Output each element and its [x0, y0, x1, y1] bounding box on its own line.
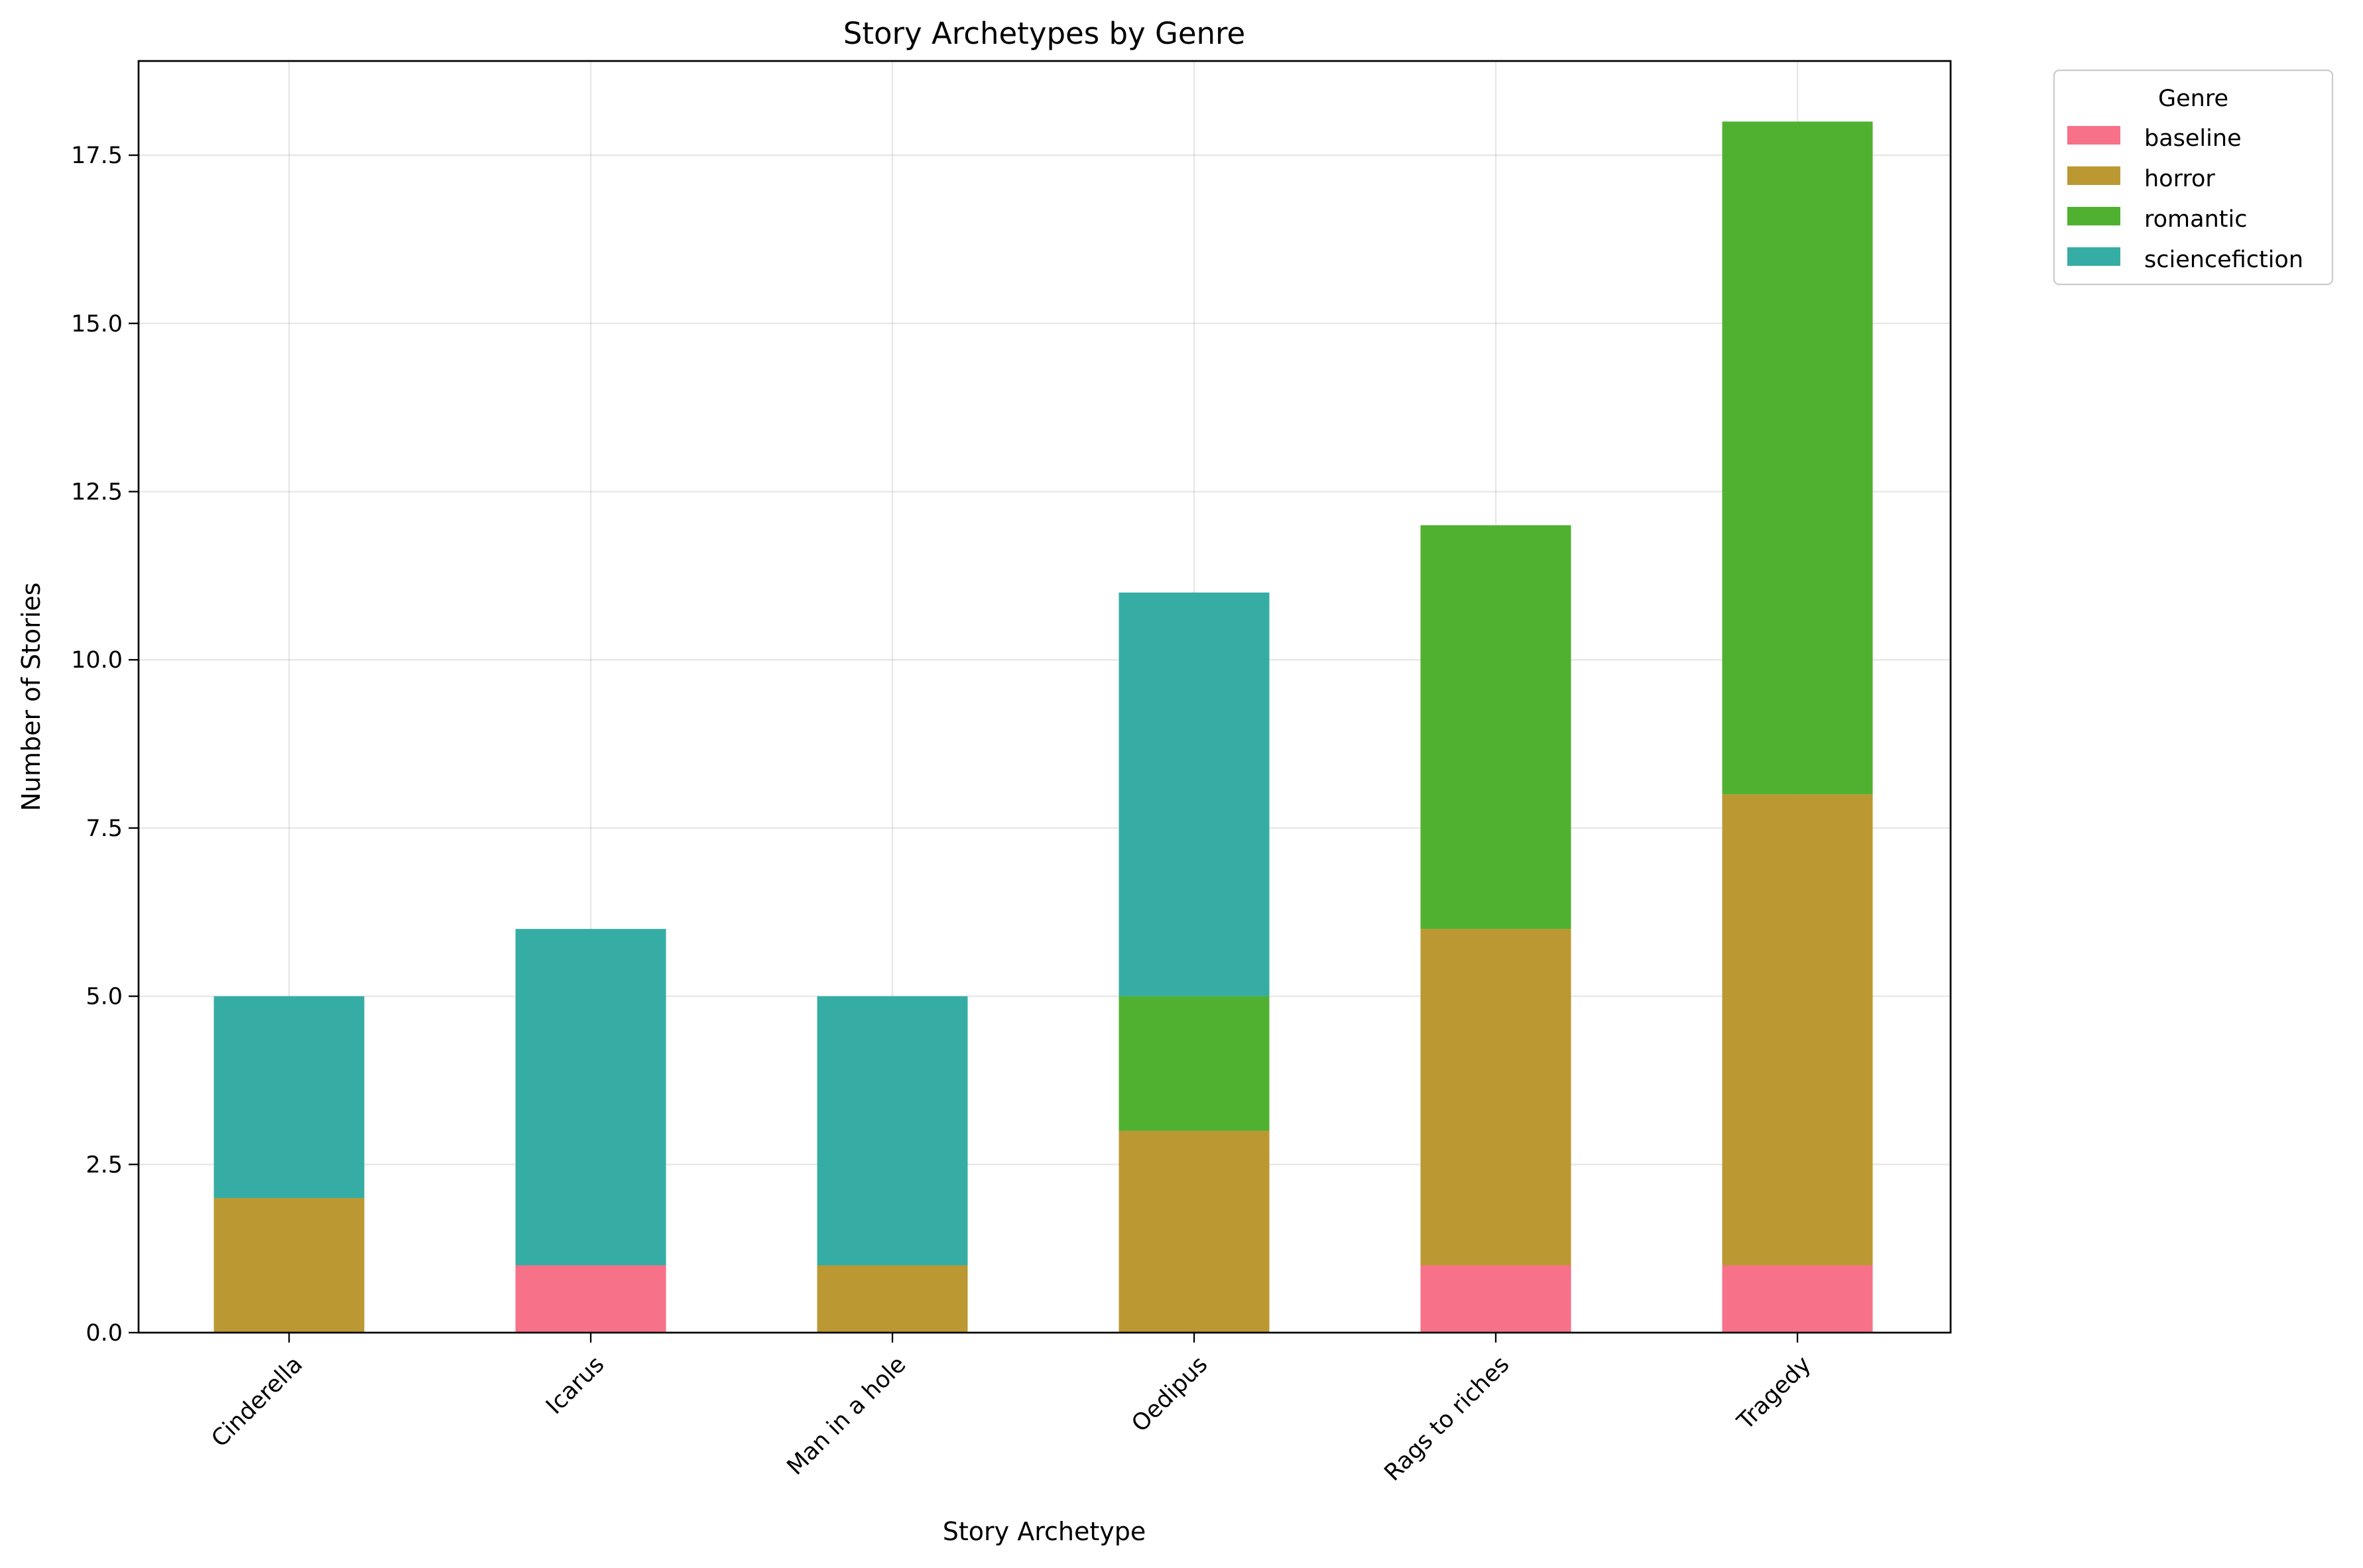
legend-title: Genre [2158, 86, 2228, 112]
legend-label-baseline: baseline [2144, 125, 2242, 152]
y-axis-label: Number of Stories [17, 582, 46, 811]
y-tick-label: 12.5 [71, 479, 123, 505]
bar-romantic-tragedy [1722, 121, 1873, 795]
legend-frame [2053, 69, 2334, 286]
bar-baseline-tragedy [1722, 1265, 1873, 1333]
bar-horror-tragedy [1722, 794, 1873, 1266]
legend-items: baseline horror romantic sciencefiction [2067, 125, 2303, 273]
y-tick-label: 2.5 [86, 1152, 123, 1178]
y-tick-label: 0.0 [86, 1320, 123, 1347]
legend-swatch-romantic [2067, 207, 2120, 225]
bars [213, 121, 1873, 1333]
bar-baseline-icarus [515, 1265, 666, 1333]
bar-horror-man-in-a-hole [817, 1265, 968, 1333]
y-tick-label: 5.0 [86, 984, 123, 1010]
y-tick-label: 15.0 [71, 311, 123, 337]
y-axis-ticks: 0.0 2.5 5.0 7.5 10.0 12.5 15.0 17.5 [71, 143, 139, 1347]
bar-romantic-rags-to-riches [1420, 525, 1571, 930]
bar-baseline-rags-to-riches [1420, 1265, 1571, 1333]
bar-horror-oedipus [1119, 1130, 1270, 1333]
legend: Genre baseline horror romantic scienceficti… [2053, 69, 2334, 286]
bar-romantic-oedipus [1119, 996, 1270, 1131]
chart-title: Story Archetypes by Genre [843, 16, 1245, 51]
bar-horror-rags-to-riches [1420, 929, 1571, 1266]
legend-swatch-baseline [2067, 126, 2120, 145]
bar-horror-cinderella [213, 1198, 365, 1333]
bar-sciencefiction-icarus [515, 929, 666, 1266]
y-tick-label: 17.5 [71, 143, 123, 169]
bar-sciencefiction-oedipus [1119, 592, 1270, 996]
legend-label-romantic: romantic [2144, 206, 2247, 233]
legend-swatch-horror [2067, 166, 2120, 185]
y-tick-label: 7.5 [86, 815, 123, 842]
y-tick-label: 10.0 [71, 647, 123, 674]
plot-frame [137, 60, 1952, 1334]
legend-swatch-sciencefiction [2067, 247, 2120, 266]
legend-label-sciencefiction: sciencefiction [2144, 247, 2303, 273]
x-axis-label: Story Archetype [943, 1517, 1146, 1546]
legend-label-horror: horror [2144, 166, 2215, 192]
bar-sciencefiction-man-in-a-hole [817, 996, 968, 1266]
bar-sciencefiction-cinderella [213, 996, 365, 1199]
